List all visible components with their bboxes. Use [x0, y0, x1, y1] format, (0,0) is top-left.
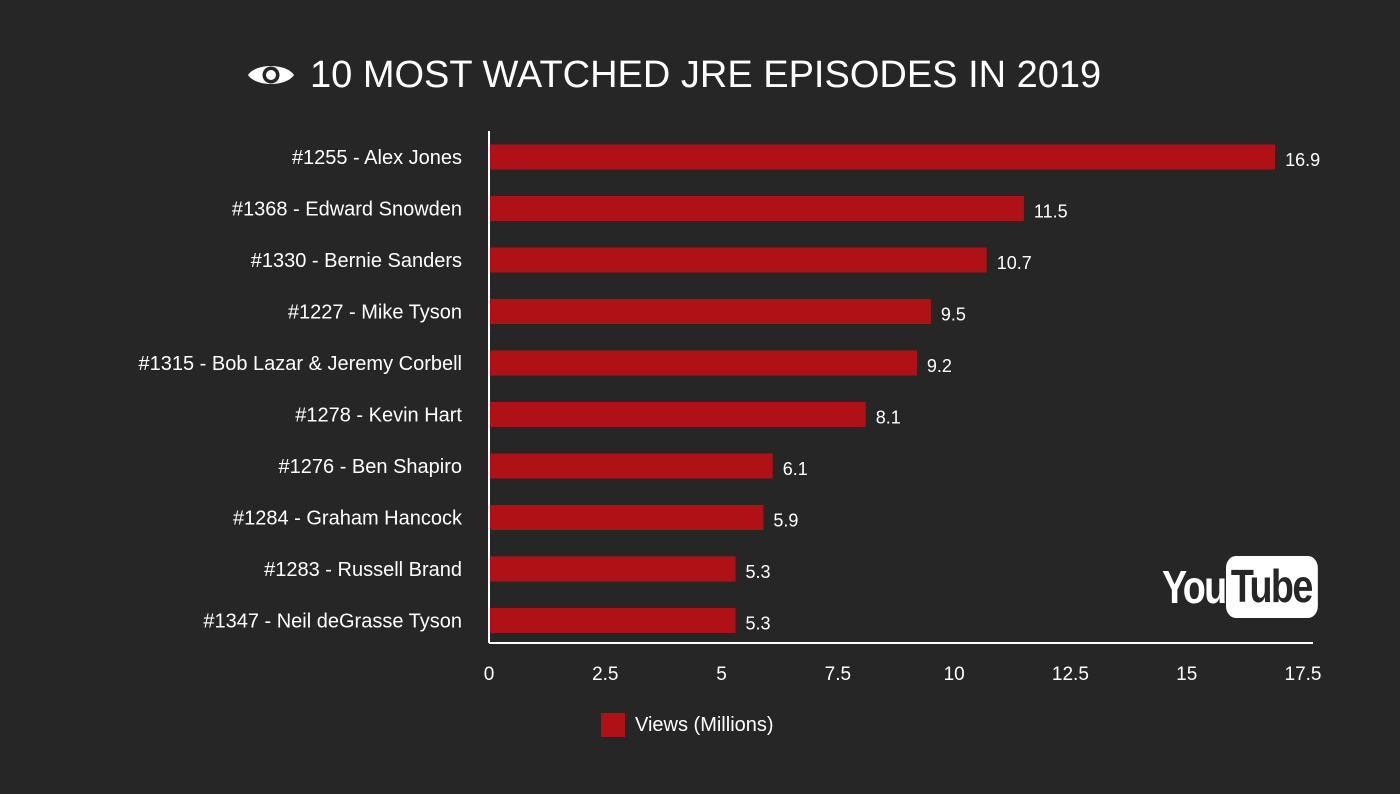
category-label: #1283 - Russell Brand — [264, 559, 462, 581]
category-label: #1284 - Graham Hancock — [233, 508, 463, 530]
bar — [490, 453, 773, 479]
bar — [490, 556, 736, 582]
x-tick-label: 17.5 — [1285, 664, 1322, 685]
x-tick-label: 5 — [716, 664, 727, 685]
bar — [490, 299, 931, 324]
legend-swatch — [601, 713, 625, 737]
value-label: 16.9 — [1285, 150, 1320, 170]
chart-title-group: 10 MOST WATCHED JRE EPISODES IN 2019 — [246, 50, 1101, 100]
category-label: #1276 - Ben Shapiro — [279, 456, 462, 478]
category-label: #1368 - Edward Snowden — [232, 199, 462, 221]
bar — [490, 402, 866, 427]
x-tick-label: 7.5 — [825, 664, 851, 685]
category-label: #1315 - Bob Lazar & Jeremy Corbell — [139, 353, 463, 375]
category-label: #1278 - Kevin Hart — [295, 405, 462, 427]
x-tick-label: 2.5 — [592, 664, 618, 685]
bar — [490, 608, 736, 633]
youtube-logo-you: You — [1162, 561, 1227, 613]
value-label: 9.2 — [927, 356, 952, 376]
x-tick-label: 12.5 — [1052, 664, 1089, 685]
legend-label: Views (Millions) — [635, 713, 774, 736]
youtube-logo: You Tube — [1162, 556, 1338, 618]
x-tick-label: 15 — [1176, 664, 1197, 685]
x-tick-label: 10 — [944, 664, 965, 685]
youtube-logo-tube: Tube — [1226, 556, 1319, 618]
bar — [490, 505, 764, 530]
category-label: #1227 - Mike Tyson — [288, 302, 462, 324]
bar — [490, 144, 1276, 170]
eye-icon — [248, 66, 294, 84]
category-label: #1347 - Neil deGrasse Tyson — [203, 611, 462, 633]
value-label: 11.5 — [1034, 202, 1068, 222]
x-tick-label: 0 — [484, 664, 495, 685]
bar — [490, 196, 1024, 221]
value-label: 5.3 — [746, 562, 771, 582]
chart-legend: Views (Millions) — [601, 713, 774, 737]
value-label: 9.5 — [941, 305, 966, 325]
chart-title: 10 MOST WATCHED JRE EPISODES IN 2019 — [310, 53, 1102, 96]
value-label: 5.9 — [773, 511, 798, 531]
category-label: #1255 - Alex Jones — [292, 147, 462, 169]
value-label: 5.3 — [746, 614, 771, 634]
value-label: 10.7 — [997, 253, 1032, 273]
value-label: 6.1 — [783, 459, 808, 479]
category-label: #1330 - Bernie Sanders — [251, 250, 462, 272]
bar — [490, 247, 987, 273]
value-label: 8.1 — [876, 408, 901, 428]
bar — [490, 350, 917, 376]
